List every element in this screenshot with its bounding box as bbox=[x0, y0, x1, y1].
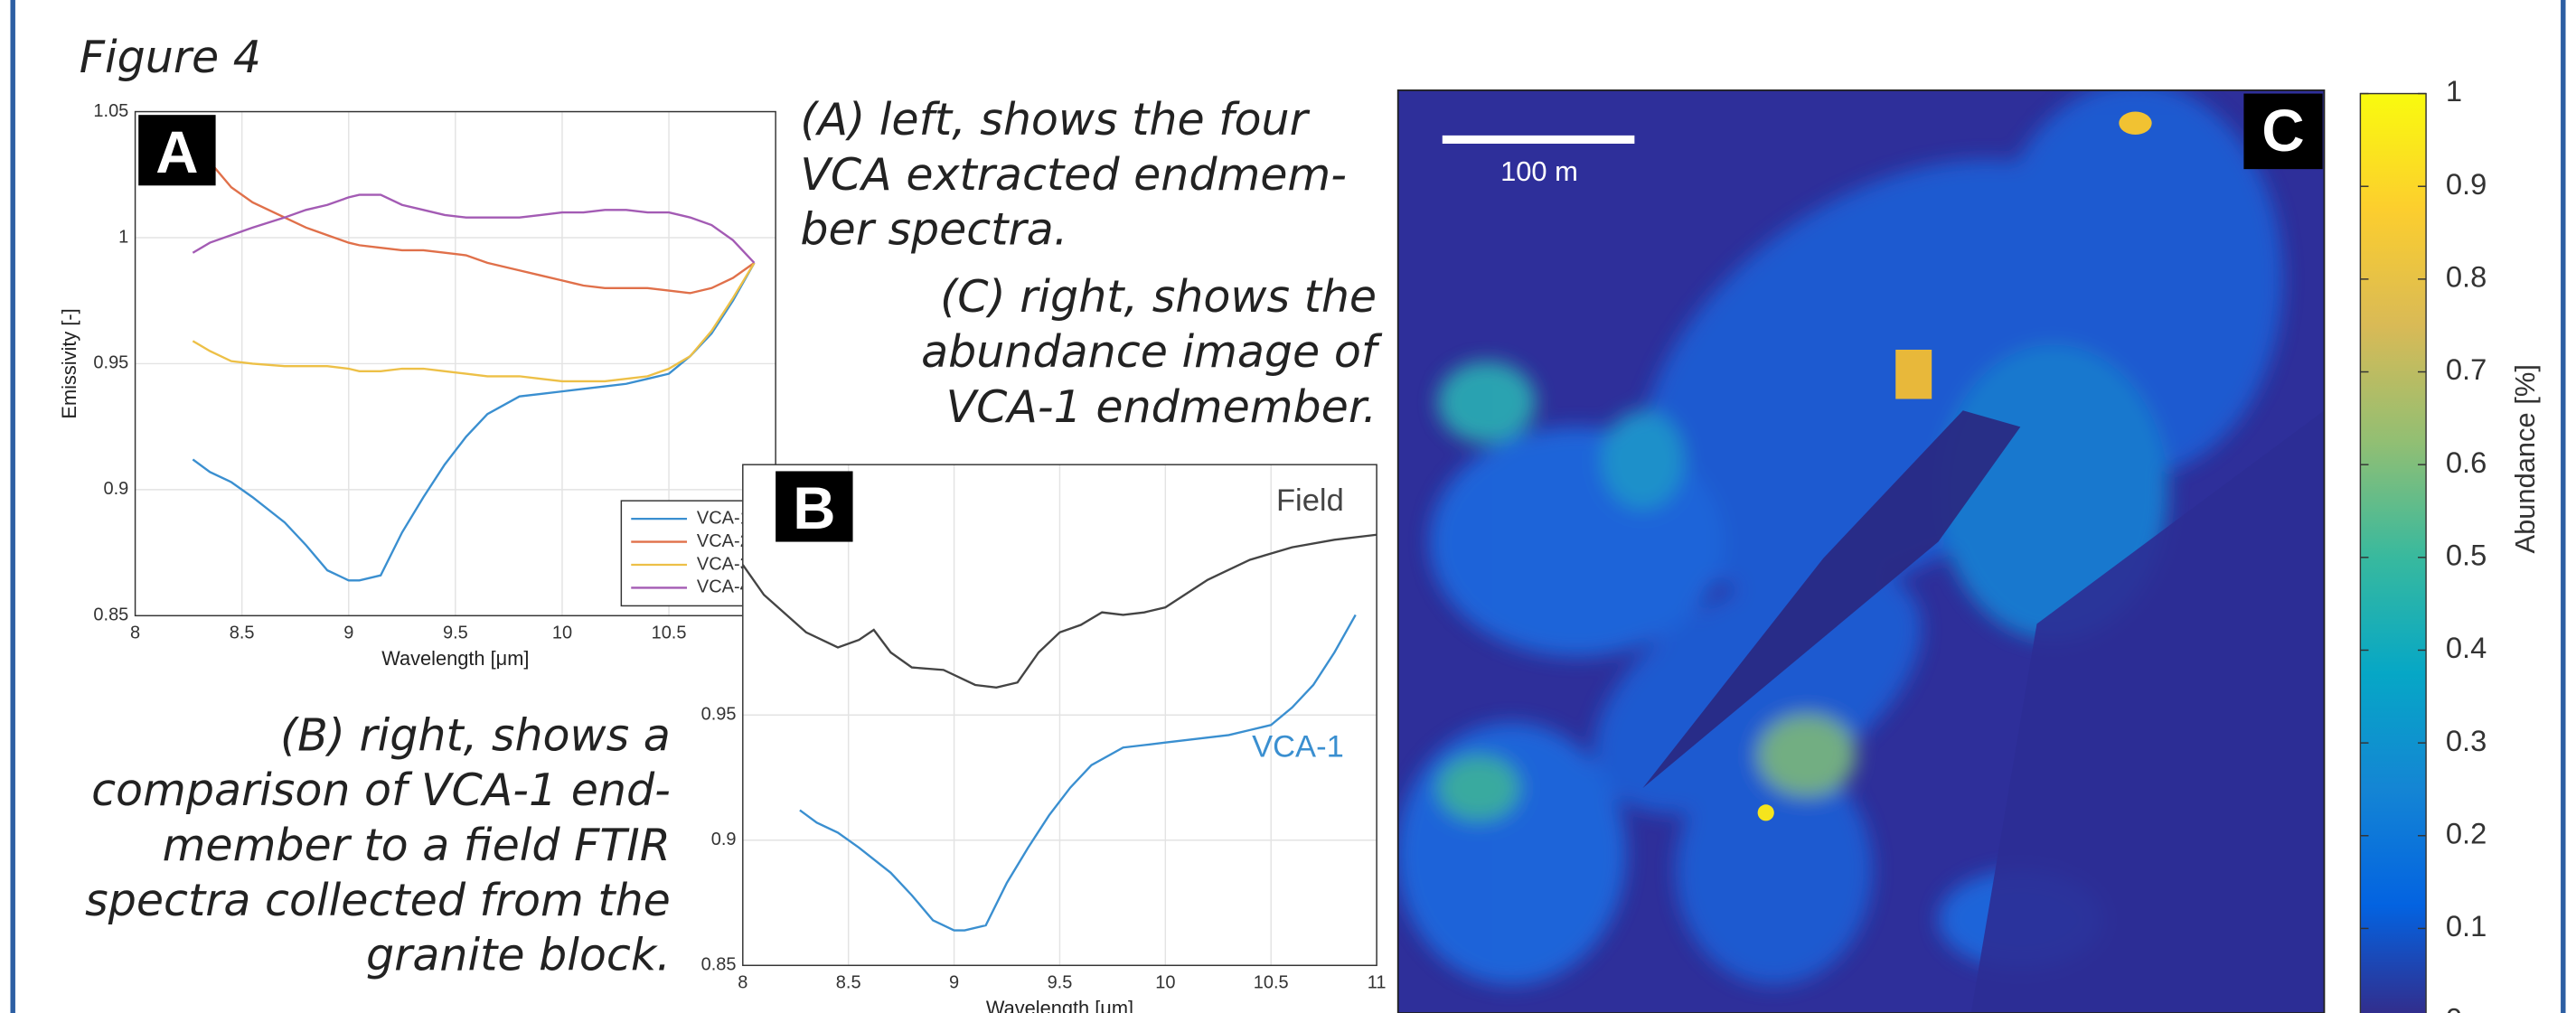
colorbar-tick-label: 0 bbox=[2446, 1002, 2462, 1013]
y-tick-label: 1.05 bbox=[93, 101, 128, 121]
x-tick-label: 9 bbox=[343, 624, 353, 643]
colorbar-label: Abundance [%] bbox=[2509, 364, 2541, 553]
colorbar-tick-label: 0.8 bbox=[2446, 260, 2487, 294]
y-tick-label: 0.85 bbox=[701, 955, 737, 975]
caption-line: VCA-1 endmember. bbox=[946, 380, 1377, 433]
x-tick-label: 10 bbox=[552, 624, 572, 643]
x-tick-label: 9 bbox=[949, 973, 959, 993]
x-tick-label: 10.5 bbox=[652, 624, 687, 643]
y-tick-label: 0.9 bbox=[104, 479, 129, 499]
colorbar-tick-label: 0.4 bbox=[2446, 631, 2487, 664]
caption-line: granite block. bbox=[366, 929, 671, 981]
colorbar-tick-label: 0.6 bbox=[2446, 446, 2487, 479]
series-label: VCA-1 bbox=[1252, 730, 1344, 764]
colorbar-tick-label: 0.7 bbox=[2446, 352, 2487, 386]
caption-line: (B) right, shows a bbox=[280, 708, 671, 761]
x-tick-label: 10 bbox=[1155, 973, 1175, 993]
legend-label: VCA-2 bbox=[697, 531, 750, 551]
legend-label: VCA-1 bbox=[697, 508, 750, 528]
x-tick-label: 8 bbox=[130, 624, 140, 643]
abundance-image bbox=[1396, 70, 2325, 1013]
y-axis-label: Emissivity [-] bbox=[58, 308, 80, 418]
x-tick-label: 9.5 bbox=[1048, 973, 1073, 993]
caption-line: abundance image of bbox=[921, 325, 1383, 378]
caption-line: (C) right, shows the bbox=[940, 270, 1377, 323]
y-tick-label: 1 bbox=[118, 227, 128, 247]
x-axis-label: Wavelength [μm] bbox=[381, 647, 529, 670]
y-tick-label: 0.9 bbox=[711, 830, 737, 849]
colorbar-tick-label: 0.3 bbox=[2446, 724, 2487, 757]
caption-line: spectra collected from the bbox=[85, 874, 671, 926]
panel-label: B bbox=[793, 475, 835, 541]
x-tick-label: 9.5 bbox=[443, 624, 468, 643]
caption-line: comparison of VCA-1 end- bbox=[91, 764, 671, 816]
x-tick-label: 8 bbox=[738, 973, 747, 993]
y-tick-label: 0.95 bbox=[701, 705, 737, 725]
colorbar bbox=[2360, 94, 2426, 1013]
caption-line: VCA extracted endmem- bbox=[800, 148, 1347, 201]
legend-label: VCA-4 bbox=[697, 577, 750, 597]
page-border bbox=[10, 0, 14, 1013]
colorbar-tick-label: 0.2 bbox=[2446, 816, 2487, 849]
figure: Figure 4 100 m C (A) left, shows the fou… bbox=[0, 0, 2576, 1013]
x-axis-label: Wavelength [μm] bbox=[986, 997, 1133, 1013]
y-tick-label: 0.85 bbox=[93, 605, 128, 625]
caption-line: ber spectra. bbox=[800, 203, 1067, 256]
caption-line: (A) left, shows the four bbox=[800, 93, 1310, 145]
colorbar-tick-label: 0.1 bbox=[2446, 909, 2487, 943]
legend-label: VCA-3 bbox=[697, 554, 750, 574]
colorbar-tick-label: 1 bbox=[2446, 74, 2462, 108]
figure-title: Figure 4 bbox=[80, 31, 261, 83]
x-tick-label: 10.5 bbox=[1254, 973, 1289, 993]
colorbar-tick-label: 0.9 bbox=[2446, 167, 2487, 201]
colorbar-tick-label: 0.5 bbox=[2446, 538, 2487, 571]
caption-line: member to a field FTIR bbox=[163, 819, 671, 871]
x-tick-label: 8.5 bbox=[230, 624, 255, 643]
series-label: Field bbox=[1276, 483, 1344, 518]
page-border bbox=[2561, 0, 2565, 1013]
scale-bar-label: 100 m bbox=[1500, 155, 1578, 187]
panel-label: C bbox=[2261, 98, 2304, 164]
x-tick-label: 8.5 bbox=[836, 973, 861, 993]
panel-label: A bbox=[155, 119, 198, 185]
x-tick-label: 11 bbox=[1368, 973, 1387, 993]
y-tick-label: 0.95 bbox=[93, 353, 128, 373]
